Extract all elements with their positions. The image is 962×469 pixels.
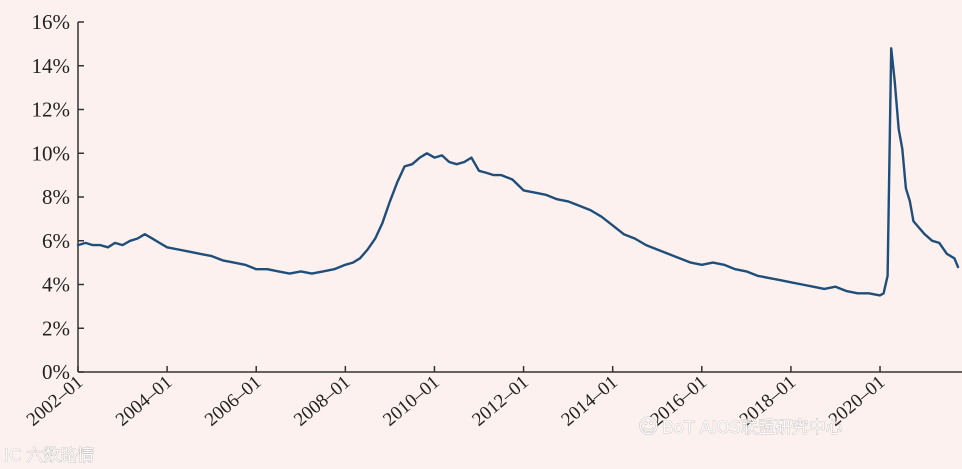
watermark-right-text: BoT AIOS联盟研究中心 (662, 418, 843, 438)
watermark-left: IC 六数路情 (4, 446, 95, 467)
y-tick-label: 14% (32, 54, 71, 78)
y-tick-label: 16% (32, 10, 71, 34)
x-tick-label: 2004–01 (112, 372, 176, 431)
y-tick-label: 2% (42, 316, 70, 340)
y-tick-label: 4% (42, 273, 70, 297)
wechat-icon: ☺ (638, 414, 659, 438)
x-tick-label: 2006–01 (201, 372, 265, 431)
watermark-right: ☺ BoT AIOS联盟研究中心 (638, 414, 843, 439)
y-tick-label: 10% (32, 141, 71, 165)
x-tick-label: 2014–01 (557, 372, 621, 431)
y-tick-label: 12% (32, 98, 71, 122)
x-tick-label: 2010–01 (379, 372, 443, 431)
y-tick-group: 0% 2% 4% 6% 8% 10% 12% 14% 16% (32, 10, 84, 384)
y-tick-label: 6% (42, 229, 70, 253)
x-tick-label: 2012–01 (468, 372, 532, 431)
series-group (76, 47, 960, 297)
series-line (76, 47, 960, 297)
x-tick-label: 2008–01 (290, 372, 354, 431)
y-axis: 0% 2% 4% 6% 8% 10% 12% 14% 16% (32, 10, 84, 384)
watermark-left-text: IC 六数路情 (4, 446, 94, 466)
y-tick-label: 0% (42, 360, 70, 384)
y-tick-label: 8% (42, 185, 70, 209)
